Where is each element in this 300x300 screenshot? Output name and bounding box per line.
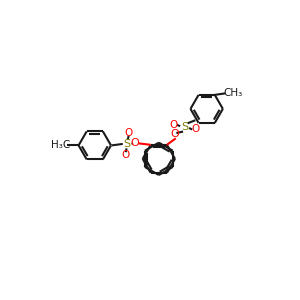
Text: O: O <box>192 124 200 134</box>
Text: S: S <box>181 122 188 132</box>
Text: O: O <box>130 138 139 148</box>
Text: O: O <box>124 128 133 138</box>
Text: O: O <box>170 129 179 139</box>
Text: O: O <box>169 120 178 130</box>
Text: O: O <box>122 150 130 160</box>
Text: H₃C: H₃C <box>51 140 70 150</box>
Text: S: S <box>124 139 131 149</box>
Text: CH₃: CH₃ <box>224 88 243 98</box>
